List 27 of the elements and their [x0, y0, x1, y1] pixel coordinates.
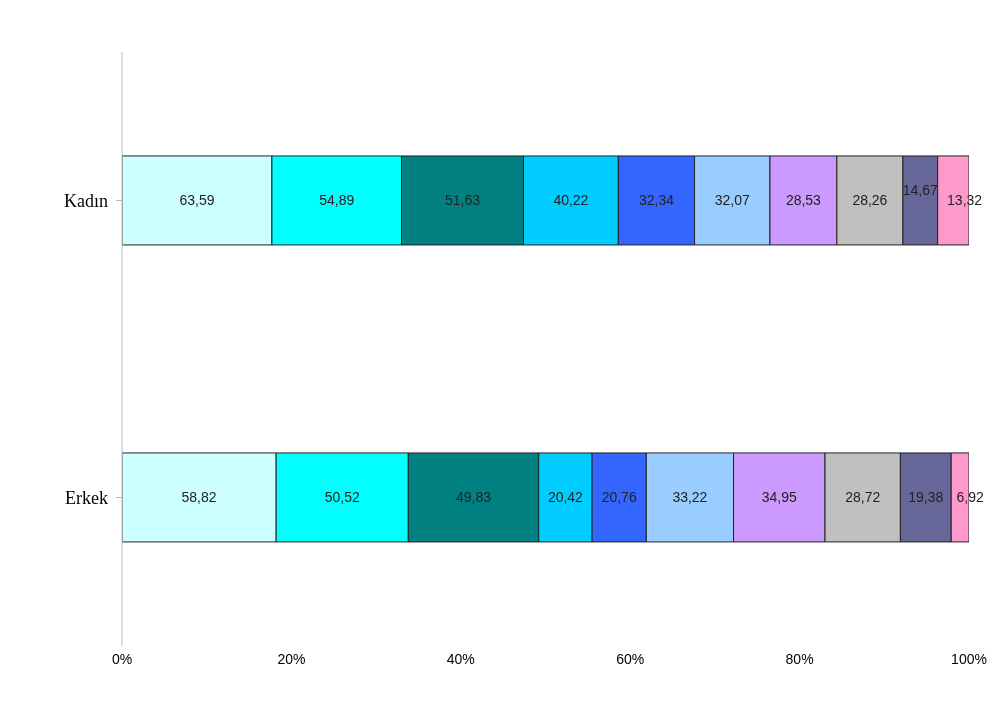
x-tick-label: 20% [277, 650, 306, 667]
annotation: 32,34 [638, 192, 675, 209]
annotation: 63,59 [179, 192, 215, 209]
annotation: 54,89 [319, 192, 355, 209]
annotation: 33,22 [672, 489, 708, 506]
y-tick-label: Erkek [65, 487, 108, 508]
annotation: 14,67 [902, 182, 939, 199]
y-tick-label: Kadın [64, 190, 108, 211]
annotation: 28,53 [785, 192, 822, 209]
annotation: 20,42 [547, 489, 584, 506]
annotation: 28,26 [852, 192, 888, 209]
annotation: 50,52 [324, 489, 360, 506]
annotation: 40,22 [553, 192, 589, 209]
x-tick-label: 40% [446, 650, 475, 667]
x-tick-label: 100% [951, 650, 987, 667]
annotation: 34,95 [761, 489, 797, 506]
annotation: 51,63 [444, 192, 481, 209]
annotation: 28,72 [845, 489, 881, 506]
annotation: 19,38 [908, 489, 944, 506]
x-tick-label: 0% [111, 650, 133, 667]
annotation: 32,07 [714, 192, 750, 209]
annotation: 13,32 [947, 192, 983, 209]
x-tick-label: 60% [616, 650, 645, 667]
annotation: 20,76 [601, 489, 637, 506]
annotation: 58,82 [181, 489, 217, 506]
annotation: 49,83 [455, 489, 492, 506]
x-tick-label: 80% [785, 650, 814, 667]
